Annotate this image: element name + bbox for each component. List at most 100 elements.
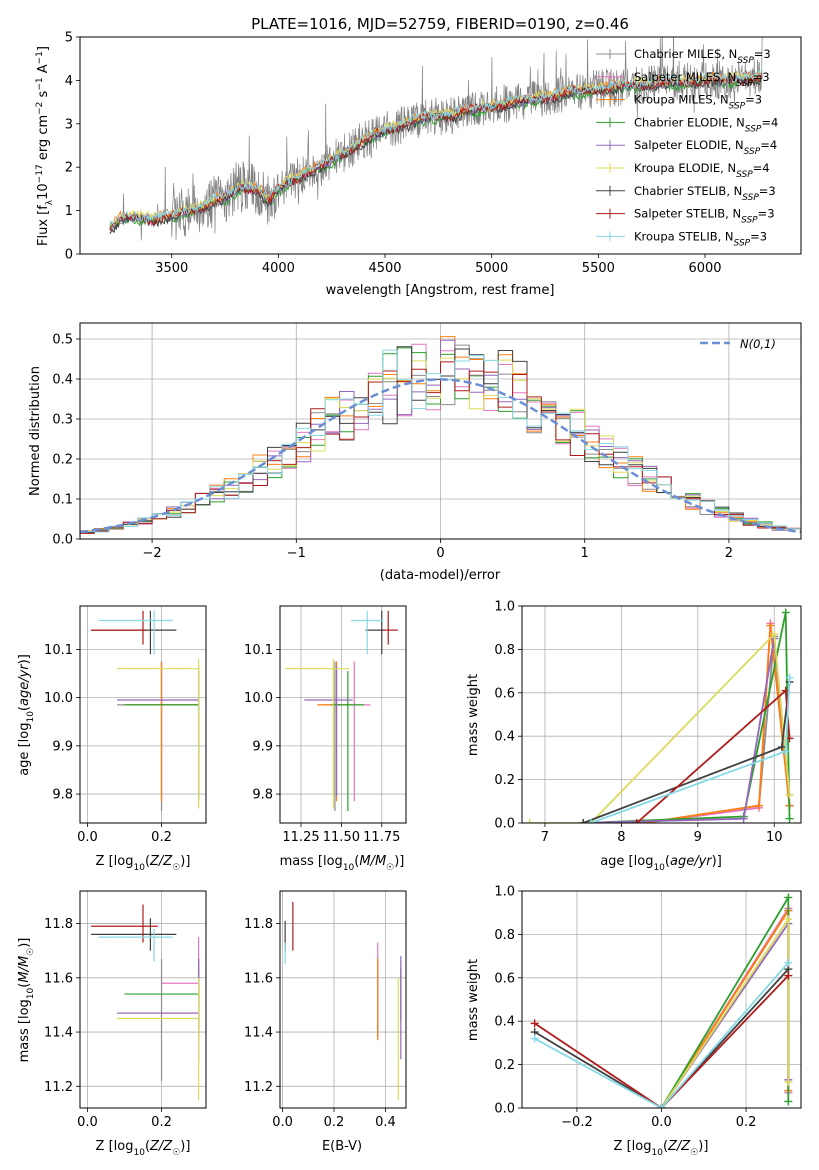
age-vs-Z-plot-area	[91, 610, 200, 811]
y-tick-label: 0.3	[52, 413, 73, 428]
weight-marker	[785, 673, 794, 682]
mass-vs-ebv-plot-area	[284, 901, 402, 1100]
legend-label-kroupa-miles: Kroupa MILES, NSSP=3	[634, 93, 762, 112]
x-tick-label: 9	[694, 830, 702, 845]
errorbar-salpeter-stelib	[383, 610, 398, 645]
y-tick-label: 0.2	[494, 773, 515, 788]
weight-line-kroupa-stelib	[534, 962, 789, 1108]
x-tick-label: 0.2	[736, 1115, 757, 1130]
x-tick-label: 4000	[262, 261, 295, 276]
x-tick-label: −0.2	[561, 1115, 593, 1130]
errorbar-kroupa-miles	[161, 958, 200, 1041]
weight-marker	[770, 630, 779, 639]
y-tick-label: 0.2	[494, 1058, 515, 1073]
mass-vs-Z-frame	[79, 890, 207, 1109]
errorbar-salpeter-elodie	[304, 666, 353, 797]
weight-line-kroupa-elodie	[660, 916, 790, 1108]
y-tick-label: 9.9	[52, 739, 73, 754]
weight-marker	[739, 814, 748, 823]
weight-marker	[785, 790, 794, 799]
y-tick-label: 10.0	[244, 691, 273, 706]
age-vs-mass-plot-area	[284, 610, 398, 811]
y-tick-label: 2	[65, 161, 73, 176]
x-tick-label: 11.50	[323, 830, 360, 845]
x-tick-label: 0.0	[77, 830, 98, 845]
mass-vs-Z-plot-area	[91, 904, 200, 1100]
y-tick-label: 10.1	[44, 643, 73, 658]
weight-marker	[784, 958, 793, 967]
weight-marker	[777, 743, 786, 752]
mass-vs-ebv-xlabel: E(B-V)	[322, 1139, 362, 1154]
weight-marker	[632, 819, 641, 823]
weight-marker	[784, 1077, 793, 1086]
weight-line-salpeter-stelib	[636, 688, 791, 823]
y-tick-label: 1.0	[494, 600, 515, 615]
mass-vs-Z-ylabel: mass [log10(M/M☉)]	[17, 938, 36, 1063]
weight-vs-age-plot-area	[525, 608, 794, 823]
x-tick-label: 0.2	[151, 830, 172, 845]
y-tick-label: 0.6	[494, 686, 515, 701]
weight-line-chabrier-elodie	[660, 894, 790, 1108]
weight-line-chabrier-stelib	[534, 968, 789, 1108]
y-tick-label: 11.4	[244, 1026, 273, 1041]
y-tick-label: 0.4	[494, 1015, 515, 1030]
x-tick-label: 8	[617, 830, 625, 845]
x-tick-label: 10	[766, 830, 783, 845]
x-tick-label: 0.0	[77, 1115, 98, 1130]
x-tick-label: 0.2	[151, 1115, 172, 1130]
residuals-axes: −2 −1 0 1 2 0.0 0.1 0.2 0.3 0.4 0.5	[52, 323, 801, 561]
weight-vs-Z-axes: −0.2 0.0 0.2 0.0 0.2 0.4 0.6 0.8 1.0	[494, 885, 801, 1130]
spectrum-axes: 3500 4000 4500 5000 5500 6000 0 1 2 3 4 5	[65, 31, 722, 277]
weight-line-chabrier-elodie	[583, 612, 791, 823]
errorbar-kroupa-elodie	[117, 659, 200, 809]
errorbar-salpeter-stelib	[91, 904, 158, 943]
mass-vs-Z-xlabel: Z [log10(Z/Z☉)]	[96, 1139, 191, 1158]
x-tick-label: 0.0	[272, 1115, 293, 1130]
errorbar-kroupa-miles	[124, 661, 199, 802]
y-tick-label: 11.2	[44, 1080, 73, 1095]
weight-marker	[784, 1097, 793, 1106]
residuals-frame	[79, 322, 802, 540]
errorbar-salpeter-miles	[161, 937, 200, 1038]
y-tick-label: 1	[65, 204, 73, 219]
age-vs-Z-ylabel: age [log10(age/yr)]	[17, 654, 36, 776]
y-tick-label: 0.6	[494, 971, 515, 986]
x-tick-label: 11.25	[282, 830, 319, 845]
errorbar-salpeter-elodie	[117, 958, 200, 1062]
spectrum-ylabel: Flux [fλ10−17 erg cm−2 s−1 A−1]	[35, 46, 55, 246]
y-tick-label: 10.0	[44, 691, 73, 706]
weight-marker	[784, 971, 793, 980]
spectrum-frame	[79, 36, 802, 255]
x-tick-label: 0.4	[375, 1115, 396, 1130]
x-tick-label: 2	[725, 546, 733, 561]
weight-marker	[530, 1019, 539, 1028]
errorbar-chabrier-stelib	[91, 610, 177, 655]
weight-marker	[754, 801, 763, 810]
y-tick-label: 9.8	[52, 788, 73, 803]
legend-label-salpeter-stelib: Salpeter STELIB, NSSP=3	[634, 207, 775, 226]
legend-label-normal: N(0,1)	[740, 337, 776, 351]
errorbar-chabrier-stelib	[91, 918, 177, 951]
y-tick-label: 0.0	[494, 1102, 515, 1117]
weight-line-kroupa-miles	[644, 625, 791, 823]
legend-label-salpeter-elodie: Salpeter ELODIE, NSSP=4	[634, 138, 777, 157]
weight-vs-age-ylabel: mass weight	[466, 674, 481, 756]
errorbar-chabrier-miles	[117, 661, 199, 811]
hist-kroupa-stelib	[80, 349, 801, 534]
model-line-kroupa-stelib	[109, 69, 763, 227]
weight-vs-Z-frame	[521, 890, 802, 1109]
y-tick-label: 11.8	[244, 917, 273, 932]
weight-marker	[579, 819, 588, 823]
residuals-ylabel: Normed distribution	[28, 366, 43, 496]
legend-label-kroupa-stelib: Kroupa STELIB, NSSP=3	[634, 229, 767, 248]
weight-marker	[657, 1104, 666, 1108]
age-vs-mass-axes: 11.25 11.50 11.75 9.8 9.9 10.0 10.1	[244, 606, 406, 845]
x-tick-label: 7	[541, 830, 549, 845]
residuals-xlabel: (data-model)/error	[380, 568, 501, 583]
y-tick-label: 11.2	[244, 1080, 273, 1095]
y-tick-label: 5	[65, 31, 73, 46]
x-tick-label: 5500	[582, 261, 615, 276]
y-tick-label: 0.0	[52, 533, 73, 548]
age-vs-mass-frame	[279, 605, 407, 824]
weight-marker	[766, 621, 775, 630]
